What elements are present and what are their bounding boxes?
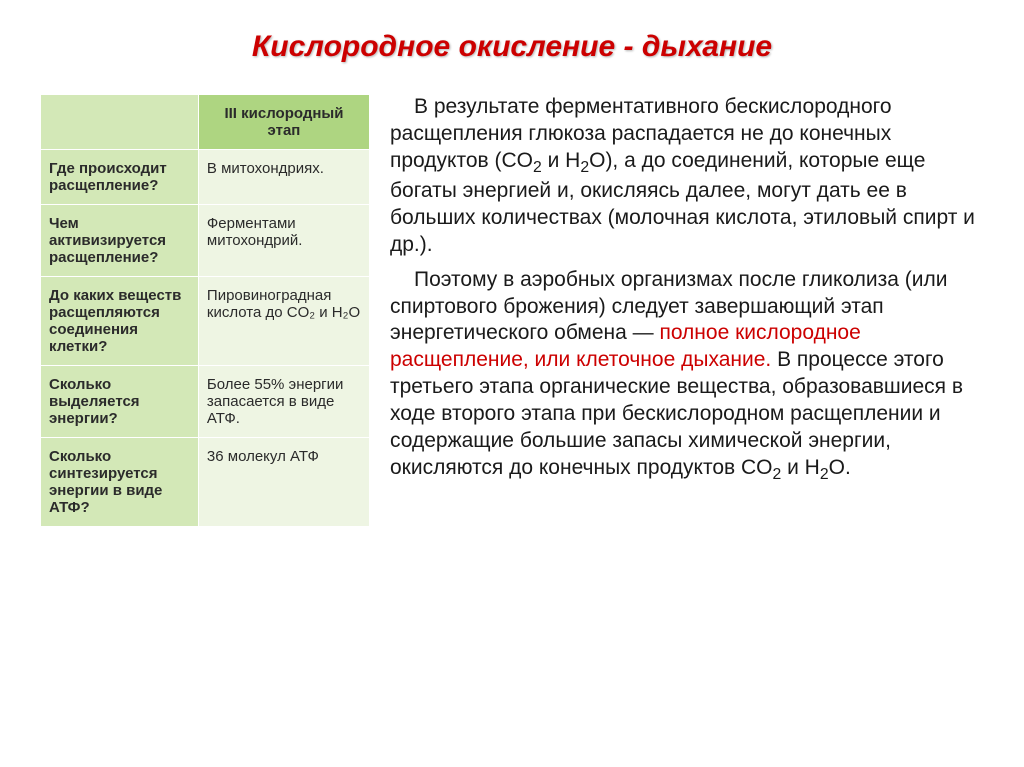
stage-table-wrap: III кислородный этап Где происходит расщ… — [40, 94, 370, 527]
table-row: Сколько синтезируется энергии в виде АТФ… — [41, 438, 370, 527]
table-answer: Ферментами митохондрий. — [198, 205, 369, 277]
table-answer: Пировиноградная кислота до CO₂ и H₂O — [198, 277, 369, 366]
oxygen-stage-table: III кислородный этап Где происходит расщ… — [40, 94, 370, 527]
subscript: 2 — [580, 159, 589, 176]
table-row: Где происходит расщепление? В митохондри… — [41, 150, 370, 205]
table-question: Сколько выделяется энергии? — [41, 366, 199, 438]
subscript: 2 — [820, 466, 829, 483]
subscript: 2 — [773, 466, 782, 483]
table-answer: 36 молекул АТФ — [198, 438, 369, 527]
table-question: Где происходит расщепление? — [41, 150, 199, 205]
table-question: До каких веществ расщепляются соединения… — [41, 277, 199, 366]
table-answer: Более 55% энергии запасается в виде АТФ. — [198, 366, 369, 438]
text: и H — [781, 456, 820, 479]
table-row: Чем активизируется расщепление? Фермента… — [41, 205, 370, 277]
table-row: До каких веществ расщепляются соединения… — [41, 277, 370, 366]
paragraph-2: Поэтому в аэробных организмах после глик… — [390, 267, 984, 485]
table-head-stage: III кислородный этап — [198, 95, 369, 150]
page-title: Кислородное окисление - дыхание — [40, 30, 984, 64]
table-row: Сколько выделяется энергии? Более 55% эн… — [41, 366, 370, 438]
table-answer: В митохондриях. — [198, 150, 369, 205]
content-row: III кислородный этап Где происходит расщ… — [40, 94, 984, 527]
subscript: 2 — [533, 159, 542, 176]
text: и H — [542, 149, 581, 172]
table-head-empty — [41, 95, 199, 150]
table-question: Чем активизируется расщепление? — [41, 205, 199, 277]
paragraph-1: В результате ферментативного бескислород… — [390, 94, 984, 259]
text: O. — [829, 456, 851, 479]
table-question: Сколько синтезируется энергии в виде АТФ… — [41, 438, 199, 527]
explanation-text: В результате ферментативного бескислород… — [390, 94, 984, 527]
